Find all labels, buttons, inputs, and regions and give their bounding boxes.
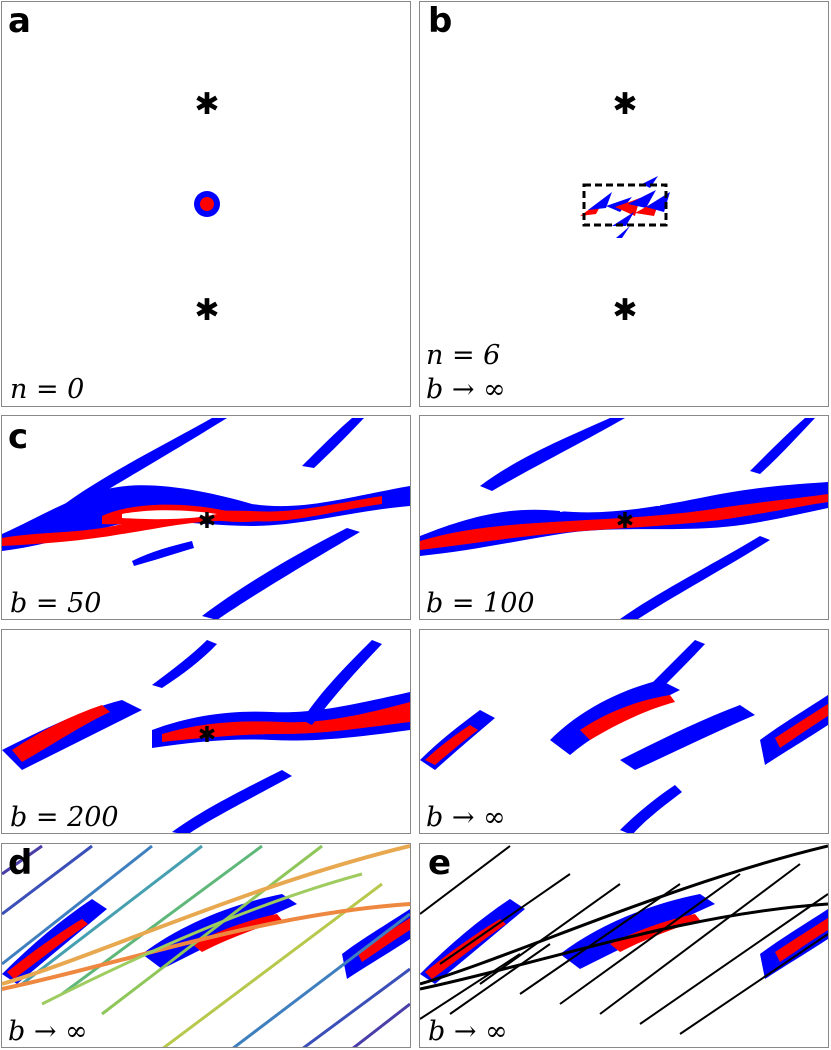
caption-c3: b = 200 (10, 802, 119, 833)
panel-e: e b → ∞ (419, 843, 829, 1048)
caption-d: b → ∞ (8, 1016, 88, 1047)
star-marker: ✱ (616, 509, 634, 534)
panel-label-e: e (428, 843, 452, 883)
star-marker-top: ✱ (194, 87, 219, 122)
caption-c1: b = 50 (10, 588, 102, 619)
panel-b: ✱ ✱ b n = 6 b → ∞ (419, 1, 829, 407)
panel-c-2: ✱ b = 100 (419, 415, 829, 620)
panel-label-a: a (8, 1, 31, 41)
red-disk (200, 197, 214, 211)
trajectory-lines (420, 844, 828, 1035)
caption-b-n: n = 6 (426, 340, 501, 371)
panel-a-graphic: ✱ ✱ (194, 87, 220, 328)
panel-c2-graphic: ✱ (420, 418, 828, 619)
star-marker-top: ✱ (612, 87, 637, 122)
panel-c-3: ✱ b = 200 (1, 629, 411, 834)
trajectory-lines (2, 844, 410, 1047)
star-marker-bottom: ✱ (612, 293, 637, 328)
panel-label-b: b (428, 1, 453, 41)
star-marker: ✱ (198, 509, 216, 534)
panel-b-graphic: ✱ ✱ (580, 87, 670, 328)
caption-c2: b = 100 (426, 588, 535, 619)
panel-c-4: b → ∞ (419, 629, 829, 834)
panel-c3-graphic: ✱ (2, 640, 410, 833)
zoom-box (582, 183, 668, 227)
caption-a: n = 0 (10, 374, 85, 405)
panel-e-graphic (420, 844, 828, 1035)
caption-c4: b → ∞ (426, 802, 506, 833)
panel-d-graphic (2, 844, 410, 1047)
star-marker: ✱ (198, 723, 216, 748)
panel-label-c: c (8, 417, 29, 457)
panel-c-1: ✱ c b = 50 (1, 415, 411, 620)
star-marker-bottom: ✱ (194, 293, 219, 328)
caption-e: b → ∞ (428, 1016, 508, 1047)
panel-c1-graphic: ✱ (2, 418, 410, 619)
panel-d: d b → ∞ (1, 843, 411, 1048)
panel-c4-graphic (420, 640, 828, 833)
panel-a: ✱ ✱ a n = 0 (1, 1, 411, 407)
caption-b-limit: b → ∞ (426, 374, 506, 405)
panel-label-d: d (8, 843, 33, 883)
